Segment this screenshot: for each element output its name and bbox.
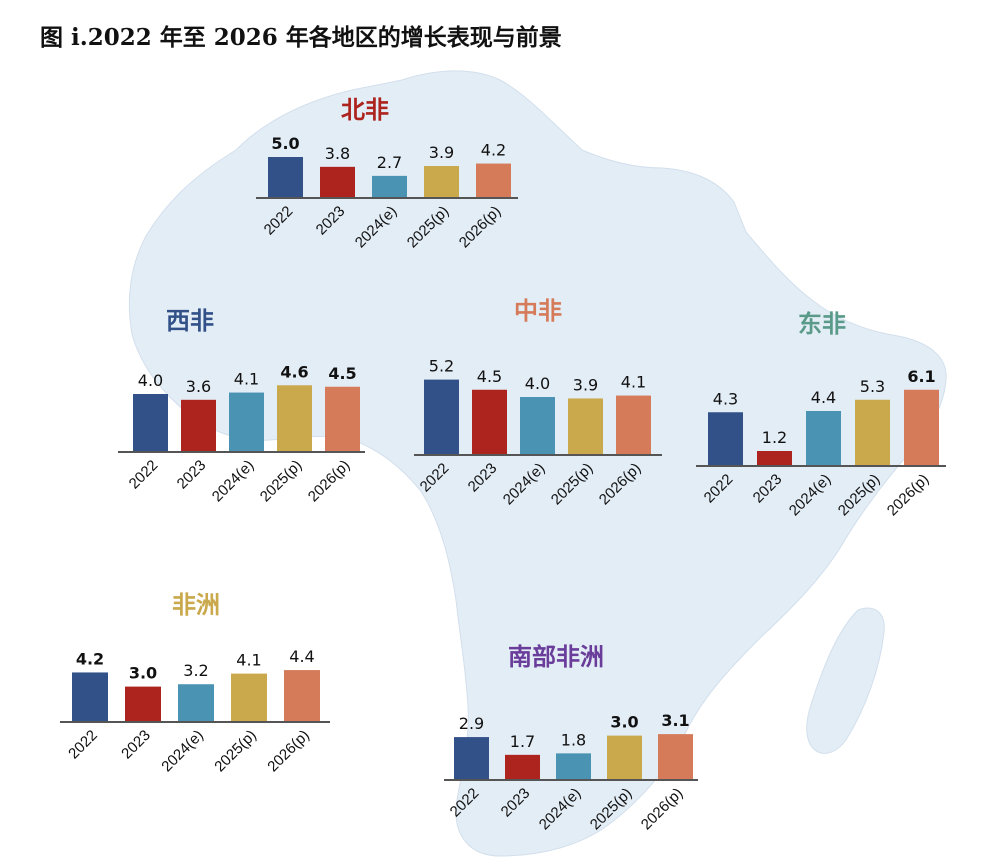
- category-label: 2022: [65, 727, 101, 763]
- category-label: 2024(e): [158, 727, 207, 776]
- bar-value-label: 4.4: [811, 388, 836, 407]
- bar-southern-africa-2022: [454, 737, 489, 780]
- bar-value-label: 3.6: [186, 377, 211, 396]
- bar-east-africa-2022: [708, 412, 743, 466]
- bar-value-label: 3.9: [573, 375, 598, 394]
- figure-title: 图 i.2022 年至 2026 年各地区的增长表现与前景: [40, 24, 562, 51]
- region-title-central-africa: 中非: [514, 297, 562, 325]
- bar-west-africa-2022: [133, 394, 168, 452]
- bar-north-africa-2026(p): [476, 163, 511, 198]
- bar-value-label: 1.2: [762, 428, 787, 447]
- bar-west-africa-2025(p): [277, 385, 312, 452]
- bar-value-label: 2.7: [377, 153, 402, 172]
- bar-west-africa-2026(p): [325, 386, 360, 452]
- bar-west-africa-2024(e): [229, 392, 264, 452]
- bar-africa-2022: [72, 672, 108, 722]
- bar-value-label: 4.6: [280, 362, 308, 381]
- bar-west-africa-2023: [181, 399, 216, 452]
- bar-value-label: 4.5: [477, 367, 502, 386]
- bar-value-label: 5.3: [860, 377, 885, 396]
- category-label: 2023: [118, 727, 154, 763]
- bar-southern-africa-2024(e): [556, 753, 591, 780]
- region-title-africa: 非洲: [172, 591, 220, 619]
- category-label: 2025(p): [257, 457, 306, 506]
- bar-africa-2023: [125, 686, 161, 722]
- bar-east-africa-2023: [757, 451, 792, 466]
- bar-value-label: 4.2: [76, 649, 104, 668]
- bar-value-label: 4.5: [328, 364, 356, 383]
- bar-value-label: 4.2: [481, 141, 506, 160]
- bar-north-africa-2023: [320, 166, 355, 198]
- bar-east-africa-2026(p): [904, 389, 939, 466]
- bar-value-label: 4.0: [138, 371, 163, 390]
- region-title-east-africa: 东非: [798, 310, 846, 338]
- bar-value-label: 4.3: [713, 389, 738, 408]
- bar-north-africa-2025(p): [424, 166, 459, 198]
- bar-value-label: 3.1: [661, 711, 689, 730]
- region-title-southern-africa: 南部非洲: [508, 643, 604, 671]
- region-title-north-africa: 北非: [341, 96, 389, 124]
- category-label: 2022: [126, 457, 162, 493]
- bar-value-label: 3.0: [610, 713, 638, 732]
- bar-central-africa-2026(p): [616, 395, 651, 455]
- bar-value-label: 4.1: [621, 373, 646, 392]
- bar-southern-africa-2025(p): [607, 735, 642, 780]
- bar-value-label: 4.0: [525, 374, 550, 393]
- bar-central-africa-2024(e): [520, 397, 555, 455]
- bar-southern-africa-2026(p): [658, 734, 693, 780]
- bar-central-africa-2025(p): [568, 398, 603, 455]
- bar-north-africa-2024(e): [372, 175, 407, 198]
- bar-value-label: 3.2: [183, 661, 208, 680]
- bar-value-label: 6.1: [907, 367, 935, 386]
- bar-east-africa-2024(e): [806, 411, 841, 466]
- bar-value-label: 1.8: [561, 730, 586, 749]
- bar-value-label: 4.1: [234, 370, 259, 389]
- madagascar-map-shape: [806, 607, 885, 754]
- bar-value-label: 4.4: [289, 647, 314, 666]
- regional-charts: 北非 5.0 2022 3.8 2023 2.7 2024(e) 3.9 2025(p) 4.2 2…: [60, 96, 946, 833]
- category-label: 2026(p): [305, 457, 354, 506]
- bar-north-africa-2022: [268, 157, 303, 198]
- bar-africa-2026(p): [284, 670, 320, 722]
- bar-value-label: 2.9: [459, 714, 484, 733]
- bar-value-label: 3.0: [129, 664, 157, 683]
- bar-value-label: 1.7: [510, 732, 535, 751]
- bar-southern-africa-2023: [505, 754, 540, 780]
- category-label: 2024(e): [209, 457, 258, 506]
- bar-value-label: 5.0: [271, 134, 299, 153]
- region-chart-africa: 非洲 4.2 2022 3.0 2023 3.2 2024(e) 4.1 2025(p) 4.4 2…: [60, 591, 330, 775]
- category-label: 2026(p): [264, 727, 313, 776]
- bar-value-label: 4.1: [236, 651, 261, 670]
- region-title-west-africa: 西非: [166, 307, 214, 335]
- bar-africa-2024(e): [178, 684, 214, 722]
- bar-africa-2025(p): [231, 673, 267, 722]
- category-label: 2023: [174, 457, 210, 493]
- bar-central-africa-2022: [424, 379, 459, 455]
- bar-value-label: 5.2: [429, 357, 454, 376]
- category-label: 2026(p): [884, 471, 933, 520]
- bar-value-label: 3.8: [325, 144, 350, 163]
- bar-east-africa-2025(p): [855, 399, 890, 466]
- category-label: 2025(p): [211, 727, 260, 776]
- bar-central-africa-2023: [472, 389, 507, 455]
- bar-value-label: 3.9: [429, 143, 454, 162]
